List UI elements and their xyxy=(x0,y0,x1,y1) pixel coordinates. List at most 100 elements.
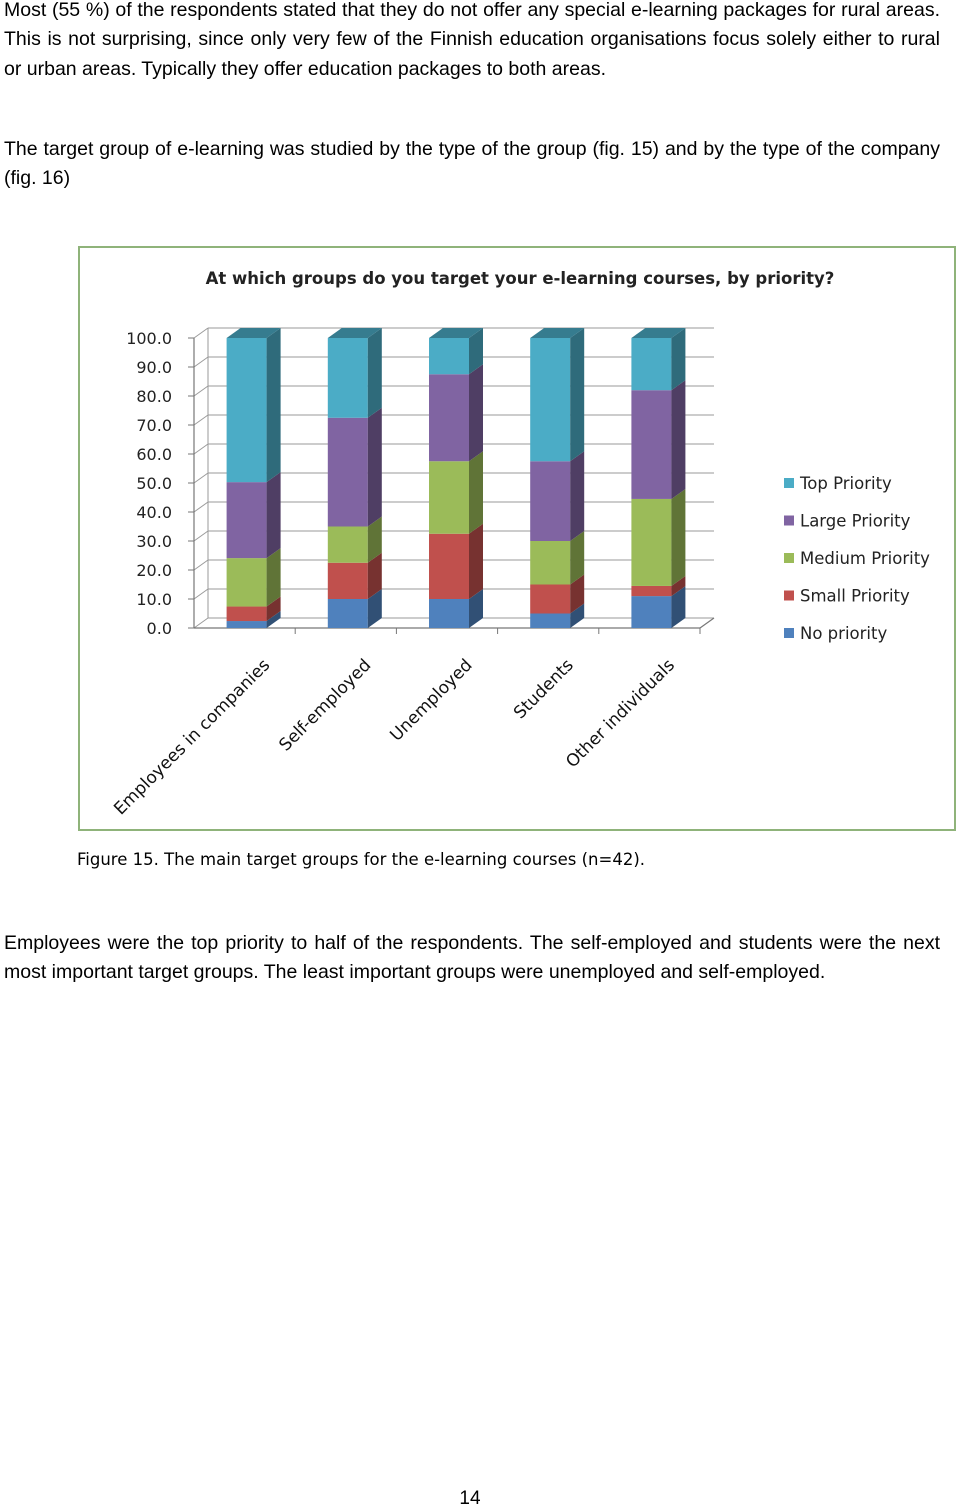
bar-segment-large-priority xyxy=(327,417,368,527)
y-tick-label: 30.0 xyxy=(136,532,172,551)
bar-segment-small-priority-side xyxy=(469,523,483,599)
bar-segment-medium-priority xyxy=(327,526,368,563)
bar-segment-medium-priority xyxy=(226,558,267,607)
bar-segment-medium-priority xyxy=(429,461,469,534)
bar-stack-self-employed xyxy=(327,328,382,628)
bar-segment-top-priority xyxy=(226,338,267,483)
bar-segment-small-priority-side xyxy=(266,596,281,622)
side-wall-gridline xyxy=(193,472,209,484)
bar-segment-small-priority-side xyxy=(671,575,686,597)
bar-segment-top-priority-top xyxy=(226,328,281,338)
bar-segment-top-priority xyxy=(327,338,368,418)
y-tick-label: 50.0 xyxy=(136,474,172,493)
y-tick-label: 100.0 xyxy=(126,329,172,348)
legend-swatch xyxy=(784,628,794,638)
bar-segment-large-priority-side xyxy=(266,472,281,559)
bar-segment-large-priority-side xyxy=(469,364,483,462)
y-tick-label: 70.0 xyxy=(136,416,172,435)
y-tick-label: 80.0 xyxy=(136,387,172,406)
y-tick-label: 10.0 xyxy=(136,590,172,609)
x-category-label: Students xyxy=(510,655,578,723)
bar-segment-medium-priority-side xyxy=(367,516,382,563)
paragraph-rural-packages: Most (55 %) of the respondents stated th… xyxy=(4,0,940,80)
side-wall-gridline xyxy=(193,617,209,629)
figure-caption: Figure 15. The main target groups for th… xyxy=(77,850,646,869)
y-tick-label: 90.0 xyxy=(136,358,172,377)
legend-swatch xyxy=(784,553,794,563)
bar-segment-no-priority xyxy=(226,621,267,628)
bar-segment-medium-priority-side xyxy=(469,451,483,534)
bar-segment-large-priority-side xyxy=(570,451,585,541)
bar-segment-top-priority-side xyxy=(367,328,382,418)
bar-segment-small-priority xyxy=(226,606,267,622)
side-wall-gridline xyxy=(193,327,209,339)
bar-segment-top-priority-top xyxy=(429,328,483,338)
legend-label: Top Priority xyxy=(799,474,892,493)
bar-stack-employees-in-companies xyxy=(226,328,281,628)
legend-swatch xyxy=(784,515,794,526)
x-category-label: Unemployed xyxy=(386,655,476,745)
bar-segment-medium-priority-side xyxy=(570,531,585,585)
bar-segment-no-priority-side xyxy=(469,589,483,628)
stacked-bar-chart: At which groups do you target your e-lea… xyxy=(110,269,930,819)
bar-segment-no-priority-side xyxy=(570,603,585,628)
x-category-label: Self-employed xyxy=(275,655,375,755)
side-wall-gridline xyxy=(193,443,209,455)
paragraph-conclusion: Employees were the top priority to half … xyxy=(4,932,940,984)
chart-title: At which groups do you target your e-lea… xyxy=(206,269,835,288)
page-number: 14 xyxy=(459,1488,481,1509)
side-wall-gridline xyxy=(193,501,209,513)
legend-label: Small Priority xyxy=(800,587,910,606)
legend-label: Large Priority xyxy=(800,512,911,531)
x-category-label: Other individuals xyxy=(562,655,679,772)
bar-stack-other-individuals xyxy=(631,328,686,628)
bar-segment-small-priority xyxy=(530,584,571,614)
y-tick-label: 60.0 xyxy=(136,445,172,464)
legend-label: Medium Priority xyxy=(800,549,930,568)
bar-stack-students xyxy=(530,328,585,628)
bar-segment-no-priority xyxy=(327,599,368,628)
bar-segment-small-priority xyxy=(429,533,469,599)
bar-segment-no-priority-side xyxy=(266,611,281,628)
bar-segment-large-priority xyxy=(429,374,469,462)
bar-segment-large-priority-side xyxy=(671,380,686,499)
bar-segment-top-priority xyxy=(631,338,672,391)
bar-segment-medium-priority xyxy=(530,541,571,585)
legend-swatch xyxy=(784,478,794,488)
side-wall-gridline xyxy=(193,414,209,426)
bar-segment-medium-priority-side xyxy=(266,548,281,607)
chart-frame: At which groups do you target your e-lea… xyxy=(78,246,956,831)
bar-segment-no-priority xyxy=(631,596,672,628)
bar-segment-small-priority xyxy=(327,562,368,599)
bar-segment-no-priority-side xyxy=(367,589,382,628)
bar-segment-no-priority xyxy=(530,613,571,628)
legend-label: No priority xyxy=(800,624,887,643)
side-wall-gridline xyxy=(193,588,209,600)
bar-stack-unemployed xyxy=(429,328,483,628)
bar-segment-top-priority-side xyxy=(570,328,585,462)
bar-segment-large-priority xyxy=(530,461,571,541)
bar-segment-top-priority xyxy=(429,338,469,375)
legend-swatch xyxy=(784,590,794,601)
bar-segment-small-priority-side xyxy=(367,552,382,599)
bar-segment-large-priority xyxy=(226,482,267,559)
y-tick-label: 20.0 xyxy=(136,561,172,580)
bar-segment-no-priority xyxy=(429,599,469,628)
bar-segment-top-priority-top xyxy=(631,328,686,338)
bar-segment-small-priority xyxy=(631,585,672,597)
bar-segment-large-priority-side xyxy=(367,407,382,527)
side-wall-gridline xyxy=(193,530,209,542)
bar-segment-top-priority-side xyxy=(469,328,483,375)
side-wall-gridline xyxy=(193,559,209,571)
bar-segment-small-priority-side xyxy=(570,574,585,614)
floor-edge xyxy=(699,617,715,629)
bar-segment-large-priority xyxy=(631,390,672,499)
y-tick-label: 40.0 xyxy=(136,503,172,522)
x-category-label: Employees in companies xyxy=(110,655,274,819)
bar-segment-top-priority-top xyxy=(327,328,382,338)
y-tick-label: 0.0 xyxy=(147,619,172,638)
side-wall-gridline xyxy=(193,356,209,368)
bar-segment-top-priority-side xyxy=(266,328,281,483)
bar-segment-medium-priority xyxy=(631,498,672,586)
paragraph-target-group-intro: The target group of e-learning was studi… xyxy=(4,138,940,190)
